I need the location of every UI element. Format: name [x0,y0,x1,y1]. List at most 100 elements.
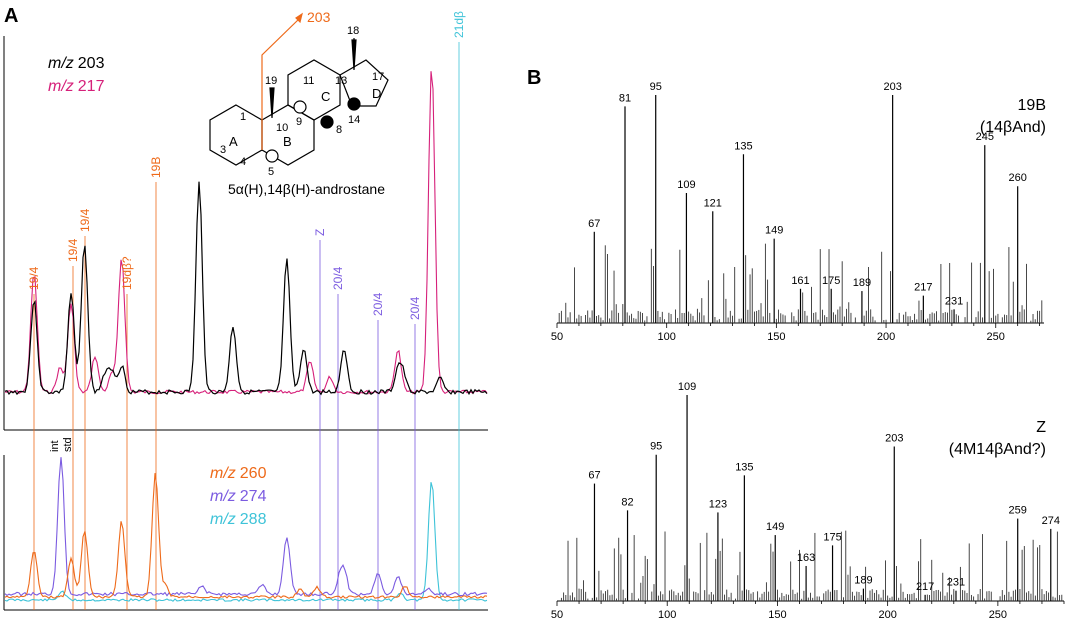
trace-mz-274 [4,457,488,597]
ring-d-label: D [372,86,381,101]
ms-peak-label: 135 [735,461,753,473]
ms-peak-label: 203 [883,81,901,93]
ms-peak-label: 260 [1008,172,1026,184]
atom-19: 19 [265,75,277,87]
peak-label: Z [313,229,327,236]
h9-open-circle [293,100,307,114]
atom-3: 3 [220,144,226,156]
chromatogram-traces [4,71,488,602]
ms-peak-label: 217 [916,581,934,593]
ms-peak-label: 67 [588,218,600,230]
ms-peak-label: 245 [976,131,994,143]
mass-spectrum-z: 50 100 150 200 250 67 82 95 109 123 135 149 163 175 18… [551,381,1065,618]
ms-tick-label: 50 [551,331,563,343]
atom-11: 11 [303,75,314,87]
ms-tick-label: 200 [877,331,895,343]
std-label: std [62,437,74,452]
ms-peak-label: 149 [766,521,784,533]
ms-peak-label: 231 [945,295,963,307]
ms-peak-label: 259 [1009,505,1027,517]
methyl-19-wedge [269,87,275,119]
ms-tick-label: 250 [987,331,1005,343]
ms-peak-label: 95 [650,81,662,93]
legend-upper-203: m/z 203 [48,55,105,72]
ms-peak-label: 217 [914,282,932,294]
h5-open-circle [265,149,279,163]
atom-18: 18 [347,25,359,37]
trace-mz-217 [4,71,488,395]
ms-peak-label: 123 [709,498,727,510]
ring-a-label: A [229,134,238,149]
ms-peak-label: 163 [797,552,815,564]
trace-mz-203 [4,181,488,396]
peak-label: 19B [149,157,163,178]
ms-peak-label: 231 [947,577,965,589]
peak-label: 19/4 [78,208,92,232]
ring-b-label: B [283,134,292,149]
fragment-203-label: 203 [307,9,331,25]
trace-mz-288 [4,482,488,602]
peak-label: 20/4 [331,266,345,290]
legend-upper-217: m/z 217 [48,78,105,95]
ms-peak-label: 175 [823,531,841,543]
ms-peak-label: 81 [619,92,631,104]
ms-tick-label: 100 [658,609,676,618]
panel-b-letter: B [527,67,541,89]
ms-peak-label: 109 [677,179,695,191]
peak-label: 21dβ [452,11,466,38]
peak-label: 19/4 [66,238,80,262]
ms-peak-label: 109 [678,381,696,393]
ms-peak-label: 274 [1042,515,1060,527]
legend-lower-288: m/z 288 [210,511,267,528]
ms-subtitle: (4M14βAnd?) [949,441,1046,458]
androstane-structure [209,12,389,166]
peak-label: 19/4 [27,266,41,290]
fragment-arrowhead [295,12,303,24]
ms-peak-label: 121 [704,197,722,209]
atom-5: 5 [268,166,274,178]
atom-1: 1 [240,111,246,123]
atom-9: 9 [296,116,302,128]
ms-tick-label: 150 [767,331,785,343]
atom-10: 10 [276,122,288,134]
ms-peak-label: 67 [588,470,600,482]
h8-filled-circle [320,115,334,129]
panel-a-letter: A [4,5,18,27]
ms-tick-label: 150 [768,609,786,618]
ms-peak-label: 135 [734,140,752,152]
fragment-arrow [261,17,301,150]
atom-4: 4 [240,156,246,168]
ms-peak-label: 175 [822,275,840,287]
ms-peak-label: 189 [853,277,871,289]
int-label: int [49,440,61,452]
ms-tick-label: 100 [658,331,676,343]
h14-filled-circle [347,97,361,111]
mass-spectrum-19b: 50 100 150 200 250 67 81 95 109 121 135 149 161 175 18… [551,81,1046,343]
ms-tick-label: 200 [878,609,896,618]
ms-tick-label: 250 [989,609,1007,618]
atom-17: 17 [372,71,384,83]
ms-subtitle: (14βAnd) [980,119,1046,136]
ms-peak-label: 189 [854,575,872,587]
peak-label: 20/4 [371,292,385,316]
peak-label: 20/4 [408,296,422,320]
methyl-18-wedge [351,39,357,71]
ms-peak-label: 161 [791,275,809,287]
trace-mz-260 [4,473,488,599]
atom-14: 14 [348,114,360,126]
ms-title: Z [1036,419,1046,436]
atom-8: 8 [336,124,342,136]
legend-lower-274: m/z 274 [210,488,267,505]
atom-13: 13 [335,75,347,87]
ms-peak-label: 149 [765,225,783,237]
structure-caption: 5α(H),14β(H)-androstane [228,181,385,197]
ms-tick-label: 50 [551,609,563,618]
ms-peak-label: 82 [621,496,633,508]
legend-lower-260: m/z 260 [210,465,267,482]
structure-labels: 1 3 4 5 8 9 10 11 13 14 17 18 19 A B C D [220,25,384,178]
ms-peak-label: 203 [885,433,903,445]
ring-c-label: C [321,89,330,104]
ms-peak-label: 95 [650,441,662,453]
